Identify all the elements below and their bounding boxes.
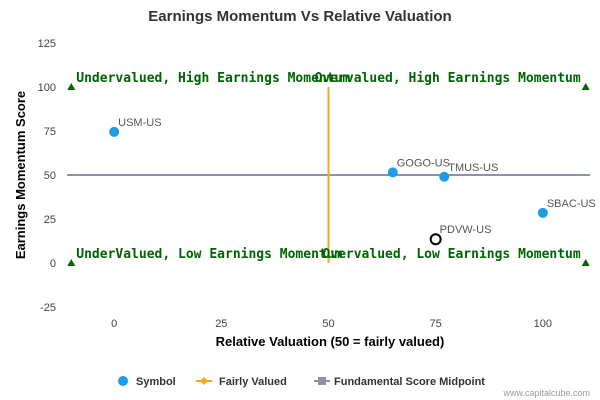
quadrant-marker	[67, 83, 76, 90]
x-tick-label: 0	[111, 318, 117, 330]
quadrant-label: Overvalued, High Earnings Momentum	[315, 71, 581, 86]
x-tick-label: 100	[534, 318, 552, 330]
data-point-label: USM-US	[118, 117, 161, 129]
x-tick-label: 50	[322, 318, 334, 330]
quadrant-label: Overvalued, Low Earnings Momentum	[322, 247, 580, 262]
data-point	[537, 207, 548, 218]
data-point	[439, 171, 450, 182]
legend-midpoint-marker	[318, 377, 326, 385]
y-tick-label: 0	[50, 258, 56, 270]
y-tick-label: 50	[44, 170, 56, 182]
y-tick-label: 100	[38, 82, 56, 94]
data-point	[387, 167, 398, 178]
data-point-label: SBAC-US	[547, 198, 596, 210]
legend-label: Symbol	[136, 376, 176, 388]
x-axis-title: Relative Valuation (50 = fairly valued)	[216, 334, 445, 349]
data-point-label: TMUS-US	[448, 162, 498, 174]
quadrant-marker	[581, 83, 590, 90]
legend-symbol-marker	[118, 376, 128, 386]
y-tick-label: -25	[40, 302, 56, 314]
credit-text: www.capitalcube.com	[502, 388, 590, 398]
axis-ticks: 0 25 50 75 100 -25 0 25 50 75 100 125	[38, 38, 552, 330]
data-point	[109, 126, 120, 137]
quadrant-marker	[67, 259, 76, 266]
y-tick-label: 75	[44, 126, 56, 138]
x-tick-label: 75	[430, 318, 442, 330]
chart-title: Earnings Momentum Vs Relative Valuation	[148, 8, 451, 25]
data-point-label: PDVW-US	[440, 224, 492, 236]
x-tick-label: 25	[215, 318, 227, 330]
legend-fairly-valued-marker	[200, 377, 208, 385]
legend-label: Fairly Valued	[219, 376, 287, 388]
y-tick-label: 25	[44, 214, 56, 226]
reference-lines	[67, 87, 590, 263]
quadrant-label: Undervalued, High Earnings Momentum	[76, 71, 350, 86]
quadrant-annotations: Undervalued, High Earnings MomentumOverv…	[67, 71, 590, 266]
y-tick-label: 125	[38, 38, 56, 50]
quadrant-marker	[581, 259, 590, 266]
y-axis-title: Earnings Momentum Score	[13, 91, 28, 259]
quadrant-label: UnderValued, Low Earnings Momentum	[76, 247, 342, 262]
legend-label: Fundamental Score Midpoint	[334, 376, 485, 388]
legend: Symbol Fairly Valued Fundamental Score Mid…	[118, 376, 485, 388]
data-point-label: GOGO-US	[397, 157, 450, 169]
data-point	[429, 233, 442, 246]
